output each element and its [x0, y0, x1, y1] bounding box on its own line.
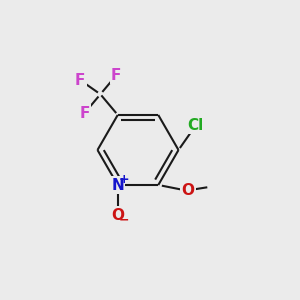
Text: F: F — [80, 106, 90, 121]
Text: Cl: Cl — [188, 118, 204, 133]
Text: F: F — [75, 73, 86, 88]
Text: O: O — [181, 183, 194, 198]
Text: O: O — [111, 208, 124, 223]
Text: F: F — [111, 68, 122, 83]
Text: +: + — [119, 172, 130, 186]
Text: −: − — [118, 214, 129, 227]
Text: N: N — [111, 178, 124, 193]
